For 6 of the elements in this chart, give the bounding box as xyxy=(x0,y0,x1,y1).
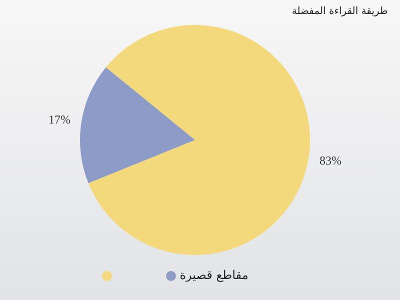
data-label: 83% xyxy=(319,153,342,168)
data-label: 17% xyxy=(48,112,71,127)
legend-label: مقاطع قصيرة xyxy=(180,268,248,282)
chart-title: طريقة القراءة المفضلة xyxy=(292,6,388,17)
pie-slice xyxy=(80,67,195,184)
pie-slice xyxy=(88,25,310,255)
